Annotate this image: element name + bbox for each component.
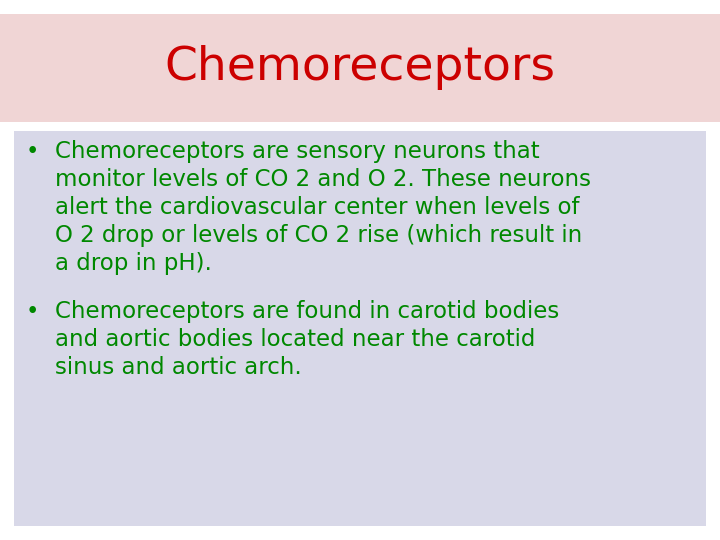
Text: Chemoreceptors are sensory neurons that: Chemoreceptors are sensory neurons that: [55, 140, 539, 163]
Text: alert the cardiovascular center when levels of: alert the cardiovascular center when lev…: [55, 196, 580, 219]
Text: and aortic bodies located near the carotid: and aortic bodies located near the carot…: [55, 328, 536, 351]
Text: O 2 drop or levels of CO 2 rise (which result in: O 2 drop or levels of CO 2 rise (which r…: [55, 224, 582, 247]
Text: •: •: [26, 300, 40, 323]
Text: •: •: [26, 140, 40, 163]
Text: sinus and aortic arch.: sinus and aortic arch.: [55, 356, 302, 379]
Text: Chemoreceptors: Chemoreceptors: [164, 45, 556, 91]
FancyBboxPatch shape: [0, 14, 720, 122]
Text: a drop in pH).: a drop in pH).: [55, 252, 212, 275]
FancyBboxPatch shape: [14, 131, 706, 526]
Text: monitor levels of CO 2 and O 2. These neurons: monitor levels of CO 2 and O 2. These ne…: [55, 168, 591, 191]
Text: Chemoreceptors are found in carotid bodies: Chemoreceptors are found in carotid bodi…: [55, 300, 559, 323]
